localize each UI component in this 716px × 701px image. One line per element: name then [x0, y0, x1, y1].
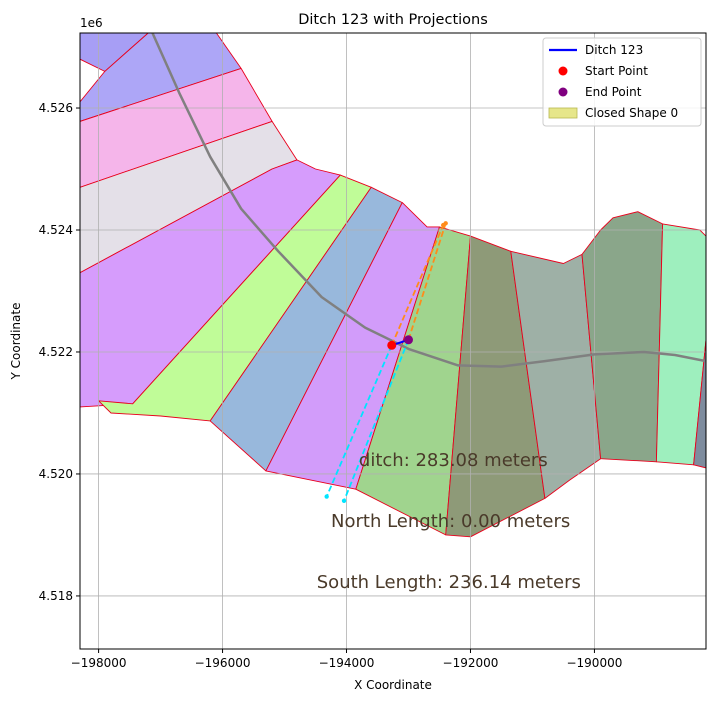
x-tick-label-2: −194000 [319, 656, 375, 670]
y-axis-ticks: 4.518 4.520 4.522 4.524 4.526 [39, 101, 80, 603]
north-projection-line-0 [390, 224, 445, 346]
region-shape-5 [98, 174, 372, 422]
length-annotation-0: ditch: 283.08 meters [359, 450, 548, 471]
x-axis-label: X Coordinate [354, 678, 432, 692]
chart-title: Ditch 123 with Projections [298, 12, 488, 28]
legend-label-0: Ditch 123 [585, 43, 643, 57]
chart-legend: Ditch 123 Start Point End Point Closed Shap… [542, 37, 702, 127]
x-tick-label-4: −190000 [566, 656, 622, 670]
legend-box [542, 37, 702, 127]
legend-label-3: Closed Shape 0 [585, 106, 678, 120]
y-axis-label: Y Coordinate [9, 303, 23, 381]
y-tick-label-0: 4.518 [39, 589, 73, 603]
road-curve [151, 33, 706, 368]
south-projection-line-0 [325, 344, 393, 497]
x-tick-label-3: −192000 [443, 656, 499, 670]
plot-frame [79, 32, 707, 650]
y-tick-label-3: 4.524 [39, 223, 73, 237]
legend-swatch-3 [548, 107, 578, 119]
north-projection-end-1 [443, 221, 448, 226]
south-projection-end-0 [324, 494, 329, 499]
length-annotation-2: South Length: 236.14 meters [317, 572, 581, 593]
legend-label-2: End Point [585, 85, 642, 99]
y-offset-label: 1e6 [80, 16, 103, 30]
north-projection-line-1 [407, 223, 447, 341]
x-tick-label-0: −198000 [71, 656, 127, 670]
y-tick-label-4: 4.526 [39, 101, 73, 115]
end-point-marker [403, 335, 413, 345]
projection-overlay [151, 33, 706, 503]
legend-label-1: Start Point [585, 64, 648, 78]
x-tick-label-1: −196000 [195, 656, 251, 670]
legend-swatch-2 [558, 87, 568, 97]
length-annotations: ditch: 283.08 meters North Length: 0.00 m… [317, 450, 581, 593]
region-shape-1 [80, 33, 242, 122]
region-shape-4 [80, 159, 341, 408]
south-projection-end-1 [341, 498, 347, 503]
region-shape-13 [693, 339, 706, 469]
legend-swatch-1 [558, 66, 568, 76]
y-tick-label-1: 4.520 [39, 467, 73, 481]
length-annotation-1: North Length: 0.00 meters [331, 511, 570, 532]
region-shape-7 [265, 202, 440, 490]
start-point-marker [387, 340, 397, 350]
region-shapes [80, 33, 706, 538]
y-tick-label-2: 4.522 [39, 345, 73, 359]
x-axis-ticks: −198000 −196000 −194000 −192000 −190000 [71, 649, 622, 670]
south-projection-line-1 [343, 339, 410, 502]
